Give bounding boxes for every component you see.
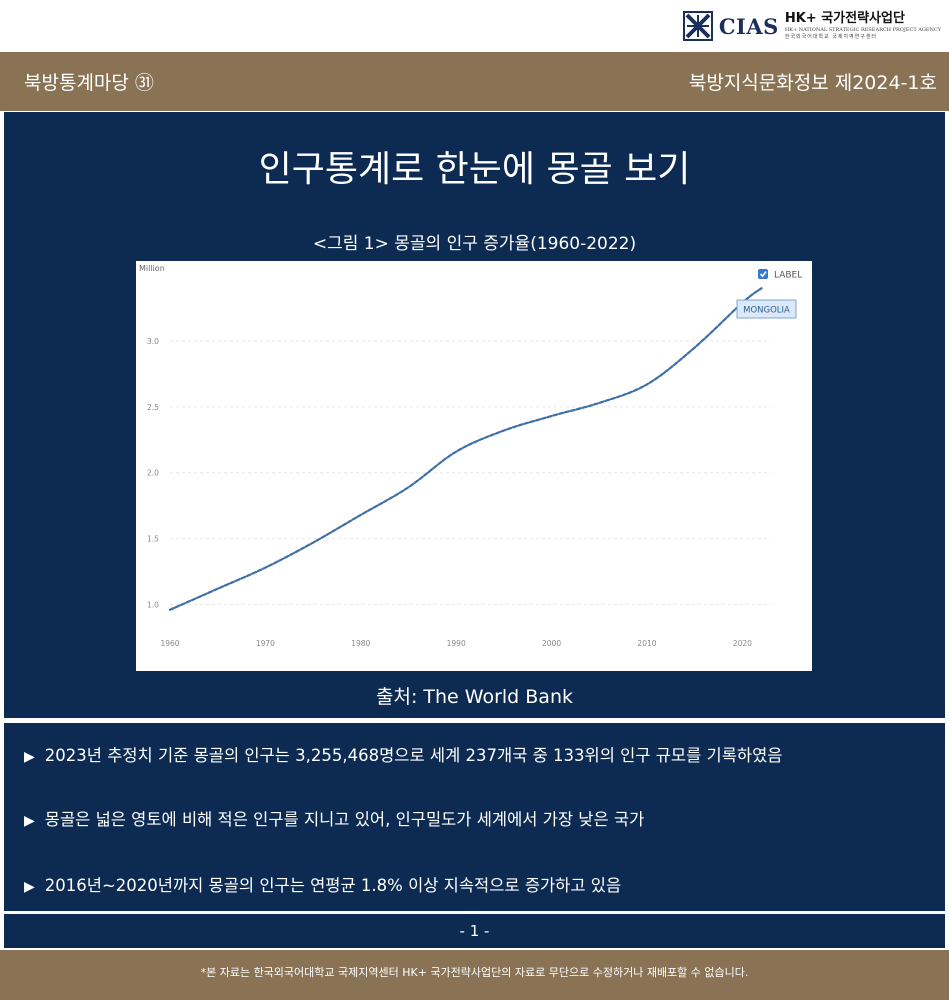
- bullet-item: ▶ 2023년 추정치 기준 몽골의 인구는 3,255,468명으로 세계 23…: [24, 742, 782, 766]
- bullet-text: 2016년~2020년까지 몽골의 인구는 연평균 1.8% 이상 지속적으로 …: [44, 876, 622, 895]
- y-tick-label: 2.0: [147, 469, 159, 478]
- bullet-item: ▶ 몽골은 넓은 영토에 비해 적은 인구를 지니고 있어, 인구밀도가 세계에서…: [24, 806, 644, 830]
- cias-logo[interactable]: CIAS HK+ 국가전략사업단 HK+ NATIONAL STRATEGIC …: [682, 8, 941, 44]
- chart-gridlines: [170, 340, 771, 606]
- bullet-text: 몽골은 넓은 영토에 비해 적은 인구를 지니고 있어, 인구밀도가 세계에서 …: [44, 810, 645, 829]
- chart-panel: 1.0 1.5 2.0 2.5 3.0 1960 1970 1980 1990 2000 2010…: [136, 261, 812, 671]
- y-tick-label: 3.0: [147, 337, 159, 346]
- x-tick-label: 2000: [542, 639, 561, 648]
- legend-checkbox[interactable]: [758, 269, 768, 279]
- x-tick-label: 1960: [160, 639, 179, 648]
- series-label-frame: [736, 299, 797, 319]
- logo-sub-english: HK+ NATIONAL STRATEGIC RESEARCH PROJECT …: [784, 27, 941, 33]
- series-title: 북방통계마당 ㉛: [24, 72, 154, 94]
- legend-checkbox-label: LABEL: [774, 271, 802, 281]
- x-tick-label: 1980: [351, 639, 370, 648]
- page-number: - 1 -: [4, 914, 945, 948]
- issue-number: 북방지식문화정보 제2024-1호: [688, 72, 937, 94]
- chart-source: 출처: The World Bank: [376, 686, 573, 708]
- y-tick-label: 1.5: [147, 535, 159, 544]
- y-tick-label: 1.0: [147, 601, 159, 610]
- series-line-mongolia: [168, 287, 763, 611]
- y-tick-label: 2.5: [147, 403, 159, 412]
- checkmark-icon: [759, 271, 767, 278]
- x-tick-label: 2010: [637, 639, 656, 648]
- logo-sub-korean: 한국외국어대학교 국제지역연구센터: [784, 34, 878, 40]
- footer-note: *본 자료는 한국외국어대학교 국제지역센터 HK+ 국가전략사업단의 자료로 …: [0, 950, 949, 1000]
- x-tick-label: 1970: [256, 639, 275, 648]
- header-bar: 북방통계마당 ㉛ 북방지식문화정보 제2024-1호: [0, 52, 949, 111]
- y-axis-ticks: 1.0 1.5 2.0 2.5 3.0: [147, 337, 159, 610]
- x-axis-ticks: 1960 1970 1980 1990 2000 2010 2020: [160, 639, 752, 648]
- bullet-text: 2023년 추정치 기준 몽골의 인구는 3,255,468명으로 세계 237…: [44, 746, 783, 765]
- population-line-chart: 1.0 1.5 2.0 2.5 3.0 1960 1970 1980 1990 2000 2010…: [139, 264, 802, 648]
- y-axis-label: Million: [139, 264, 165, 273]
- triangle-bullet-icon: ▶: [24, 813, 35, 829]
- triangle-bullet-icon: ▶: [24, 879, 35, 895]
- page-title: 인구통계로 한눈에 몽골 보기: [258, 149, 691, 190]
- top-bar: CIAS HK+ 국가전략사업단 HK+ NATIONAL STRATEGIC …: [0, 0, 949, 52]
- series-label-box: MONGOLIA: [736, 299, 797, 319]
- bullet-item: ▶ 2016년~2020년까지 몽골의 인구는 연평균 1.8% 이상 지속적으로…: [24, 872, 621, 896]
- logo-program-text: HK+ 국가전략사업단: [784, 11, 905, 26]
- cias-emblem-icon: [682, 11, 713, 41]
- logo-cias-text: CIAS: [718, 13, 779, 39]
- x-tick-label: 1990: [447, 639, 466, 648]
- x-tick-label: 2020: [733, 639, 752, 648]
- triangle-bullet-icon: ▶: [24, 749, 35, 765]
- figure-caption: <그림 1> 몽골의 인구 증가율(1960-2022): [312, 234, 637, 254]
- bullet-panel: ▶ 2023년 추정치 기준 몽골의 인구는 3,255,468명으로 세계 23…: [4, 723, 945, 911]
- series-label-mongolia: MONGOLIA: [743, 306, 790, 316]
- legend-toggle[interactable]: LABEL: [758, 269, 802, 281]
